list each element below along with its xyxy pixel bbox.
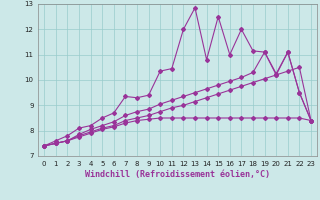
X-axis label: Windchill (Refroidissement éolien,°C): Windchill (Refroidissement éolien,°C) bbox=[85, 170, 270, 179]
